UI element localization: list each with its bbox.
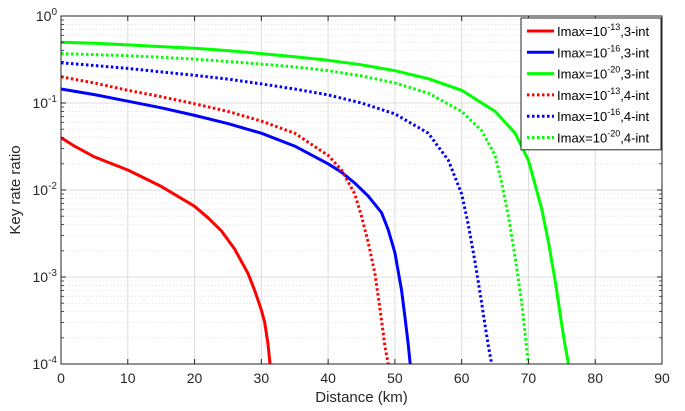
legend-label-6: Imax=10-20,4-int [557, 129, 650, 146]
legend-label-1: Imax=10-13,3-int [557, 22, 650, 39]
x-tick-label: 20 [187, 370, 203, 386]
x-tick-label: 10 [120, 370, 136, 386]
legend-label-5: Imax=10-16,4-int [557, 107, 650, 124]
y-tick-labels: 10-4 10-3 10-2 10-1 100 [33, 7, 58, 372]
y-tick-label: 10-4 [33, 355, 58, 372]
x-tick-labels: 0 10 20 30 40 50 60 70 80 90 [57, 370, 670, 386]
x-tick-label: 60 [454, 370, 470, 386]
series-line-1 [60, 136, 272, 365]
legend-label-3: Imax=10-20,3-int [557, 65, 650, 82]
series-line-2 [60, 87, 412, 365]
y-tick-label: 10-2 [33, 181, 58, 198]
x-tick-label: 80 [587, 370, 603, 386]
x-tick-label: 30 [254, 370, 270, 386]
legend-label-2: Imax=10-16,3-int [557, 43, 650, 60]
y-tick-label: 10-1 [33, 94, 58, 111]
series-line-6 [60, 52, 530, 365]
series-line-5 [60, 61, 494, 365]
y-tick-label: 10-3 [33, 268, 58, 285]
y-tick-label: 100 [36, 7, 58, 24]
series-line-3 [60, 40, 570, 365]
series-layer [60, 40, 570, 365]
legend[interactable]: Imax=10-13,3-int Imax=10-16,3-int Imax=10-… [520, 17, 662, 151]
x-axis-label: Distance (km) [315, 389, 408, 406]
legend-label-4: Imax=10-13,4-int [557, 86, 650, 103]
series-line-4 [60, 75, 390, 365]
legend-box [520, 17, 662, 151]
y-axis-label: Key rate ratio [7, 145, 24, 234]
x-tick-label: 0 [57, 370, 65, 386]
x-tick-label: 50 [387, 370, 403, 386]
x-tick-label: 70 [521, 370, 537, 386]
x-tick-label: 90 [654, 370, 670, 386]
x-tick-label: 40 [320, 370, 336, 386]
